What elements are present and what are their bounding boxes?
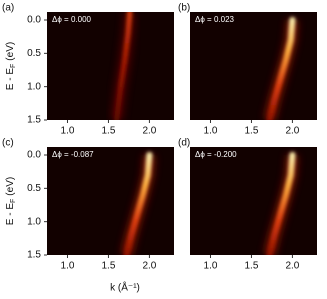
panel-label: (a) <box>2 3 14 14</box>
x-tick-label: 1.5 <box>244 261 258 272</box>
x-tick-label: 1.5 <box>244 126 258 137</box>
band-core <box>266 17 296 120</box>
annotation: Δϕ = -0.200 <box>195 150 237 159</box>
band-core <box>114 12 133 120</box>
x-tick-label: 1.0 <box>61 261 75 272</box>
y-label-text: E - E <box>5 68 16 91</box>
y-tick-label: 0.5 <box>27 48 41 59</box>
y-tick-label: 1.5 <box>27 115 41 126</box>
y-tick-label: 0.0 <box>27 15 41 26</box>
y-label-sub: F <box>10 64 17 68</box>
x-tick-label: 1.0 <box>204 261 218 272</box>
x-tick-label: 2.0 <box>142 126 156 137</box>
x-tick-label: 1.5 <box>101 261 115 272</box>
y-tick-label: 1.0 <box>27 216 41 227</box>
band <box>120 152 156 255</box>
y-tick-label: 0.0 <box>27 150 41 161</box>
x-tick-label: 1.5 <box>101 126 115 137</box>
intensity-map <box>190 147 317 255</box>
band <box>110 12 136 120</box>
y-label-sub: F <box>10 199 17 203</box>
x-tick-label: 2.0 <box>285 261 299 272</box>
x-tick-label: 2.0 <box>142 261 156 272</box>
intensity-map <box>190 12 317 120</box>
band-core <box>123 152 153 255</box>
x-tick-label: 2.0 <box>285 126 299 137</box>
intensity-map <box>47 12 174 120</box>
y-label-unit: (eV) <box>5 177 16 196</box>
y-axis-label: E - EF (eV) <box>5 177 18 225</box>
y-tick-label: 0.5 <box>27 183 41 194</box>
band <box>263 152 299 255</box>
y-label-unit: (eV) <box>5 42 16 61</box>
panel-label: (c) <box>2 138 14 149</box>
band <box>263 17 299 120</box>
y-axis-label: E - EF (eV) <box>5 42 18 90</box>
annotation: Δϕ = -0.087 <box>52 150 94 159</box>
panel-label: (b) <box>178 3 190 14</box>
y-label-text: E - E <box>5 203 16 226</box>
annotation: Δϕ = 0.023 <box>195 15 235 24</box>
y-tick-label: 1.0 <box>27 81 41 92</box>
y-tick-label: 1.5 <box>27 250 41 261</box>
x-tick-label: 1.0 <box>61 126 75 137</box>
annotation: Δϕ = 0.000 <box>52 15 92 24</box>
x-axis-label: k (Å⁻¹) <box>110 281 140 294</box>
intensity-map <box>47 147 174 255</box>
band-core <box>266 152 296 255</box>
x-tick-label: 1.0 <box>204 126 218 137</box>
panel-label: (d) <box>178 138 190 149</box>
